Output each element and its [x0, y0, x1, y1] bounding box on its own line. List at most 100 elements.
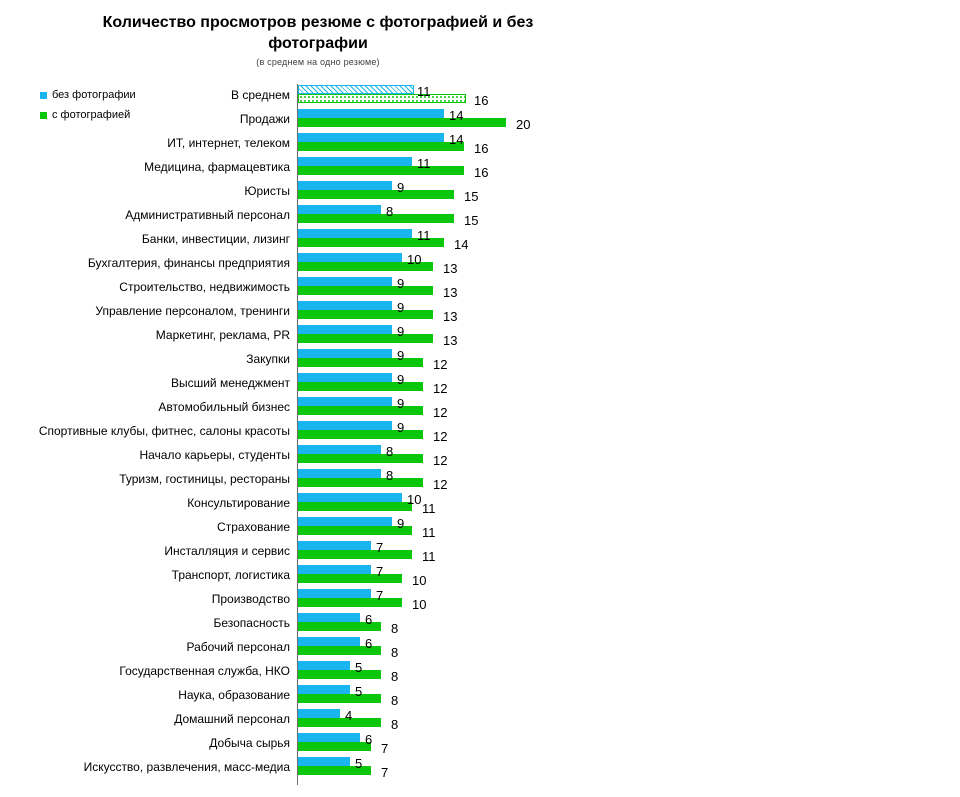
bar-without-photo [298, 181, 392, 190]
value-label-with-photo: 10 [412, 597, 427, 612]
bar-without-photo [298, 109, 444, 118]
bar-without-photo [298, 469, 381, 478]
chart-row: Туризм, гостиницы, рестораны 8 12 [0, 468, 960, 492]
chart-row: Продажи 14 20 [0, 108, 960, 132]
value-label-without-photo: 14 [449, 108, 464, 123]
category-label: Административный персонал [125, 208, 290, 222]
bar-group: 8 12 [298, 444, 960, 468]
category-label: Высший менеджмент [170, 376, 290, 390]
bar-with-photo [298, 718, 381, 727]
value-label-with-photo: 8 [391, 693, 399, 708]
bar-without-photo [298, 205, 381, 214]
bar-group: 11 16 [298, 156, 960, 180]
category-label: Начало карьеры, студенты [139, 448, 290, 462]
category-label: Автомобильный бизнес [158, 400, 290, 414]
bar-with-photo [298, 262, 433, 271]
chart-row: Юристы 9 15 [0, 180, 960, 204]
bar-group: 14 16 [298, 132, 960, 156]
bar-without-photo [298, 445, 381, 454]
chart-row: Страхование 9 11 [0, 516, 960, 540]
category-label: Рабочий персонал [186, 640, 290, 654]
value-label-with-photo: 11 [422, 501, 436, 516]
chart-row: Добыча сырья 6 7 [0, 732, 960, 756]
bar-with-photo [298, 238, 444, 247]
chart-row: Автомобильный бизнес 9 12 [0, 396, 960, 420]
chart-row: Медицина, фармацевтика 11 16 [0, 156, 960, 180]
value-label-without-photo: 5 [355, 660, 363, 675]
value-label-without-photo: 9 [397, 324, 405, 339]
value-label-without-photo: 11 [417, 84, 431, 99]
chart-row: Начало карьеры, студенты 8 12 [0, 444, 960, 468]
value-label-without-photo: 6 [365, 612, 373, 627]
bar-without-photo [298, 709, 340, 718]
bar-group: 9 13 [298, 324, 960, 348]
chart-row: Строительство, недвижимость 9 13 [0, 276, 960, 300]
chart-row: Государственная служба, НКО 5 8 [0, 660, 960, 684]
bar-with-photo [298, 358, 423, 367]
bar-with-photo [298, 310, 433, 319]
bar-with-photo [298, 574, 402, 583]
value-label-without-photo: 7 [376, 588, 384, 603]
value-label-with-photo: 15 [464, 189, 479, 204]
bar-with-photo [298, 286, 433, 295]
bar-with-photo [298, 502, 412, 511]
value-label-without-photo: 9 [397, 180, 405, 195]
bar-without-photo [298, 685, 350, 694]
value-label-with-photo: 12 [433, 453, 448, 468]
bar-group: 10 13 [298, 252, 960, 276]
value-label-without-photo: 14 [449, 132, 464, 147]
value-label-without-photo: 6 [365, 636, 373, 651]
bar-with-photo [298, 550, 412, 559]
value-label-without-photo: 5 [355, 684, 363, 699]
bar-without-photo [298, 613, 360, 622]
chart-row: Производство 7 10 [0, 588, 960, 612]
value-label-with-photo: 13 [443, 333, 458, 348]
value-label-with-photo: 12 [433, 477, 448, 492]
chart-row: Наука, образование 5 8 [0, 684, 960, 708]
bar-group: 7 10 [298, 564, 960, 588]
chart-row: Маркетинг, реклама, PR 9 13 [0, 324, 960, 348]
bar-with-photo [298, 382, 423, 391]
chart-row: Административный персонал 8 15 [0, 204, 960, 228]
bar-with-photo [298, 214, 454, 223]
value-label-with-photo: 13 [443, 309, 458, 324]
value-label-with-photo: 14 [454, 237, 469, 252]
chart-title: Количество просмотров резюме с фотографи… [102, 14, 534, 52]
bar-group: 7 11 [298, 540, 960, 564]
bar-group: 10 11 [298, 492, 960, 516]
bar-group: 9 12 [298, 372, 960, 396]
chart-row: Высший менеджмент 9 12 [0, 372, 960, 396]
bar-without-photo [298, 493, 402, 502]
category-label: В среднем [231, 88, 290, 102]
category-label: Юристы [244, 184, 290, 198]
category-label: Консультирование [187, 496, 290, 510]
category-label: Государственная служба, НКО [119, 664, 290, 678]
category-label: Домашний персонал [174, 712, 290, 726]
value-label-without-photo: 8 [386, 468, 394, 483]
bar-with-photo [298, 670, 381, 679]
value-label-with-photo: 12 [433, 357, 448, 372]
bar-without-photo [298, 85, 414, 94]
bar-without-photo [298, 325, 392, 334]
bar-without-photo [298, 133, 444, 142]
value-label-with-photo: 16 [474, 165, 489, 180]
value-label-with-photo: 20 [516, 117, 531, 132]
value-label-with-photo: 13 [443, 261, 458, 276]
bar-without-photo [298, 589, 371, 598]
bar-group: 14 20 [298, 108, 960, 132]
title-block: Количество просмотров резюме с фотографи… [78, 12, 558, 67]
category-label: ИТ, интернет, телеком [167, 136, 290, 150]
value-label-without-photo: 9 [397, 420, 405, 435]
category-label: Медицина, фармацевтика [144, 160, 290, 174]
value-label-with-photo: 7 [381, 765, 389, 780]
chart-row: Бухгалтерия, финансы предприятия 10 13 [0, 252, 960, 276]
category-label: Строительство, недвижимость [119, 280, 290, 294]
chart-row: Инсталляция и сервис 7 11 [0, 540, 960, 564]
value-label-without-photo: 9 [397, 516, 405, 531]
value-label-without-photo: 9 [397, 300, 405, 315]
legend-item-without-photo: без фотографии [40, 85, 136, 105]
bar-group: 8 12 [298, 468, 960, 492]
category-label: Страхование [217, 520, 290, 534]
